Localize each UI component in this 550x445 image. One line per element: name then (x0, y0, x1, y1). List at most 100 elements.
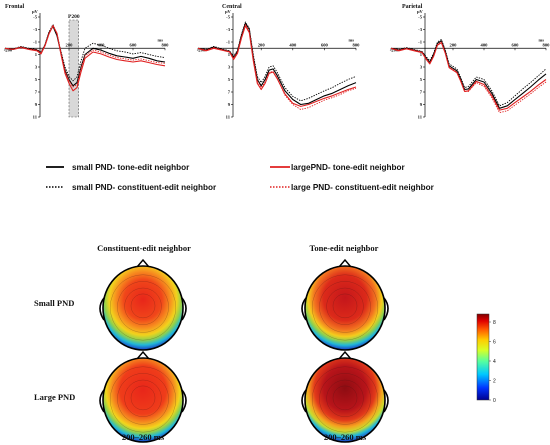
y-tick-label: 1 (35, 52, 38, 57)
left-ear (99, 297, 105, 321)
y-tick-label: 3 (420, 65, 423, 70)
right-ear (181, 389, 187, 413)
x-tick-label: 200 (450, 42, 458, 47)
contour-line (109, 366, 177, 433)
y-tick-label: -5 (33, 15, 38, 20)
series-line-3 (390, 41, 547, 114)
series-line-2 (4, 25, 166, 92)
x-tick-label: 200 (66, 42, 74, 47)
y-axis-label: μV (225, 9, 232, 14)
contour-line (332, 385, 358, 411)
colorbar-tick-label: 4 (493, 359, 496, 365)
left-ear (99, 389, 105, 413)
y-tick-label: -3 (33, 27, 38, 32)
x-tick-label: 600 (321, 42, 329, 47)
legend: small PND- tone-edit neighbor largePND- … (46, 163, 435, 192)
y-tick-label: 1 (420, 52, 423, 57)
contour-line (326, 379, 364, 417)
series-line-3 (197, 24, 357, 110)
topomaps (99, 258, 389, 443)
series-line-2 (197, 25, 357, 107)
topo-time-window-left: 200–260 ms (122, 432, 165, 442)
x-tick-label: 800 (162, 42, 170, 47)
nose (136, 350, 150, 360)
series-line-1 (390, 39, 547, 107)
series-line-3 (4, 24, 166, 88)
contour-line (109, 274, 177, 341)
x-tick-label: 800 (543, 42, 550, 47)
legend-label-small-constituent: small PND- constituent-edit neighbor (72, 183, 217, 192)
x-tick-label: -200 (4, 47, 13, 52)
colorbar-tick-label: 0 (493, 398, 496, 404)
colorbar-gradient (476, 313, 490, 401)
contour-line (124, 379, 162, 417)
contour-line (311, 366, 379, 433)
y-tick-label: 3 (228, 65, 231, 70)
scalp-map (102, 265, 184, 351)
y-tick-label: -1 (226, 40, 231, 45)
y-tick-label: 7 (35, 90, 38, 95)
y-tick-label: 5 (35, 77, 38, 82)
nose (338, 350, 352, 360)
y-tick-label: -1 (418, 40, 423, 45)
legend-label-small-tone: small PND- tone-edit neighbor (72, 163, 190, 172)
colorbar: 0 2 4 6 8 (476, 313, 496, 404)
x-tick-label: 400 (98, 42, 106, 47)
x-tick-label: 600 (130, 42, 138, 47)
colorbar-ticks: 0 2 4 6 8 (489, 320, 496, 404)
topo-time-window-right: 200–260 ms (324, 432, 367, 442)
p200-label: P200 (68, 14, 80, 20)
topo-column-title-constituent: Constituent-edit neighbor (97, 243, 191, 253)
contour-line (319, 373, 371, 425)
left-ear (301, 297, 307, 321)
colorbar-tick-label: 8 (493, 320, 496, 326)
contour-line (124, 287, 162, 325)
series-line-0 (197, 22, 357, 106)
colorbar-tick-label: 2 (493, 378, 496, 384)
y-tick-label: -1 (33, 40, 38, 45)
x-axis-label: ms (349, 37, 355, 42)
legend-label-large-tone: largePND- tone-edit neighbor (291, 163, 406, 172)
x-tick-label: 600 (512, 42, 520, 47)
right-ear (383, 389, 389, 413)
topo-row-label-large: Large PND (34, 392, 75, 402)
series-line-1 (4, 24, 166, 82)
y-tick-label: 11 (33, 115, 38, 120)
contour-line (311, 274, 379, 341)
p200-window (68, 19, 79, 118)
scalp-map (102, 357, 184, 443)
contour-line (332, 293, 358, 319)
colorbar-tick-label: 6 (493, 339, 496, 345)
panel-title: Parietal (402, 4, 423, 10)
contour-line (117, 281, 169, 333)
y-tick-label: -5 (418, 15, 423, 20)
y-tick-label: 9 (35, 102, 38, 107)
panel-title: Central (222, 4, 242, 10)
y-tick-label: 11 (418, 115, 423, 120)
y-tick-label: 5 (420, 77, 423, 82)
y-axis-label: μV (32, 9, 39, 14)
y-tick-label: 3 (35, 65, 38, 70)
x-tick-label: 200 (258, 42, 266, 47)
x-tick-label: 400 (481, 42, 489, 47)
y-tick-label: 11 (226, 115, 231, 120)
y-tick-label: -3 (418, 27, 423, 32)
contour-line (130, 385, 156, 411)
x-tick-label: 800 (353, 42, 361, 47)
y-tick-label: -3 (226, 27, 231, 32)
contour-line (326, 287, 364, 325)
x-axis-label: ms (539, 37, 545, 42)
y-axis-label: μV (417, 9, 424, 14)
right-ear (181, 297, 187, 321)
topo-row-label-small: Small PND (34, 298, 74, 308)
y-tick-label: 7 (420, 90, 423, 95)
y-tick-label: 7 (228, 90, 231, 95)
panel-title: Frontal (5, 4, 25, 10)
y-tick-label: 9 (228, 102, 231, 107)
legend-label-large-constituent: large PND- constituent-edit neighbor (291, 183, 435, 192)
contour-line (319, 281, 371, 333)
